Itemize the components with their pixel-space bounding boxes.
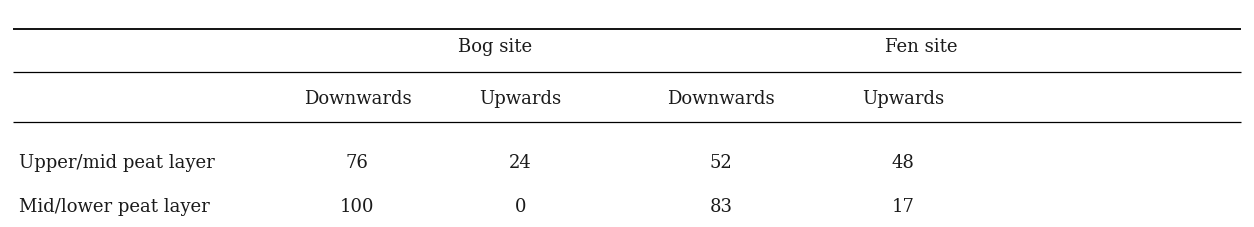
Text: Mid/lower peat layer: Mid/lower peat layer <box>19 198 209 215</box>
Text: 83: 83 <box>710 198 732 215</box>
Text: 100: 100 <box>340 198 375 215</box>
Text: Upper/mid peat layer: Upper/mid peat layer <box>19 153 214 171</box>
Text: Upwards: Upwards <box>479 90 562 108</box>
Text: 76: 76 <box>346 153 369 171</box>
Text: Bog site: Bog site <box>458 38 533 55</box>
Text: 17: 17 <box>892 198 914 215</box>
Text: Fen site: Fen site <box>885 38 958 55</box>
Text: Upwards: Upwards <box>861 90 944 108</box>
Text: Downwards: Downwards <box>303 90 411 108</box>
Text: 52: 52 <box>710 153 732 171</box>
Text: 0: 0 <box>514 198 527 215</box>
Text: Downwards: Downwards <box>667 90 775 108</box>
Text: 24: 24 <box>509 153 532 171</box>
Text: 48: 48 <box>892 153 914 171</box>
